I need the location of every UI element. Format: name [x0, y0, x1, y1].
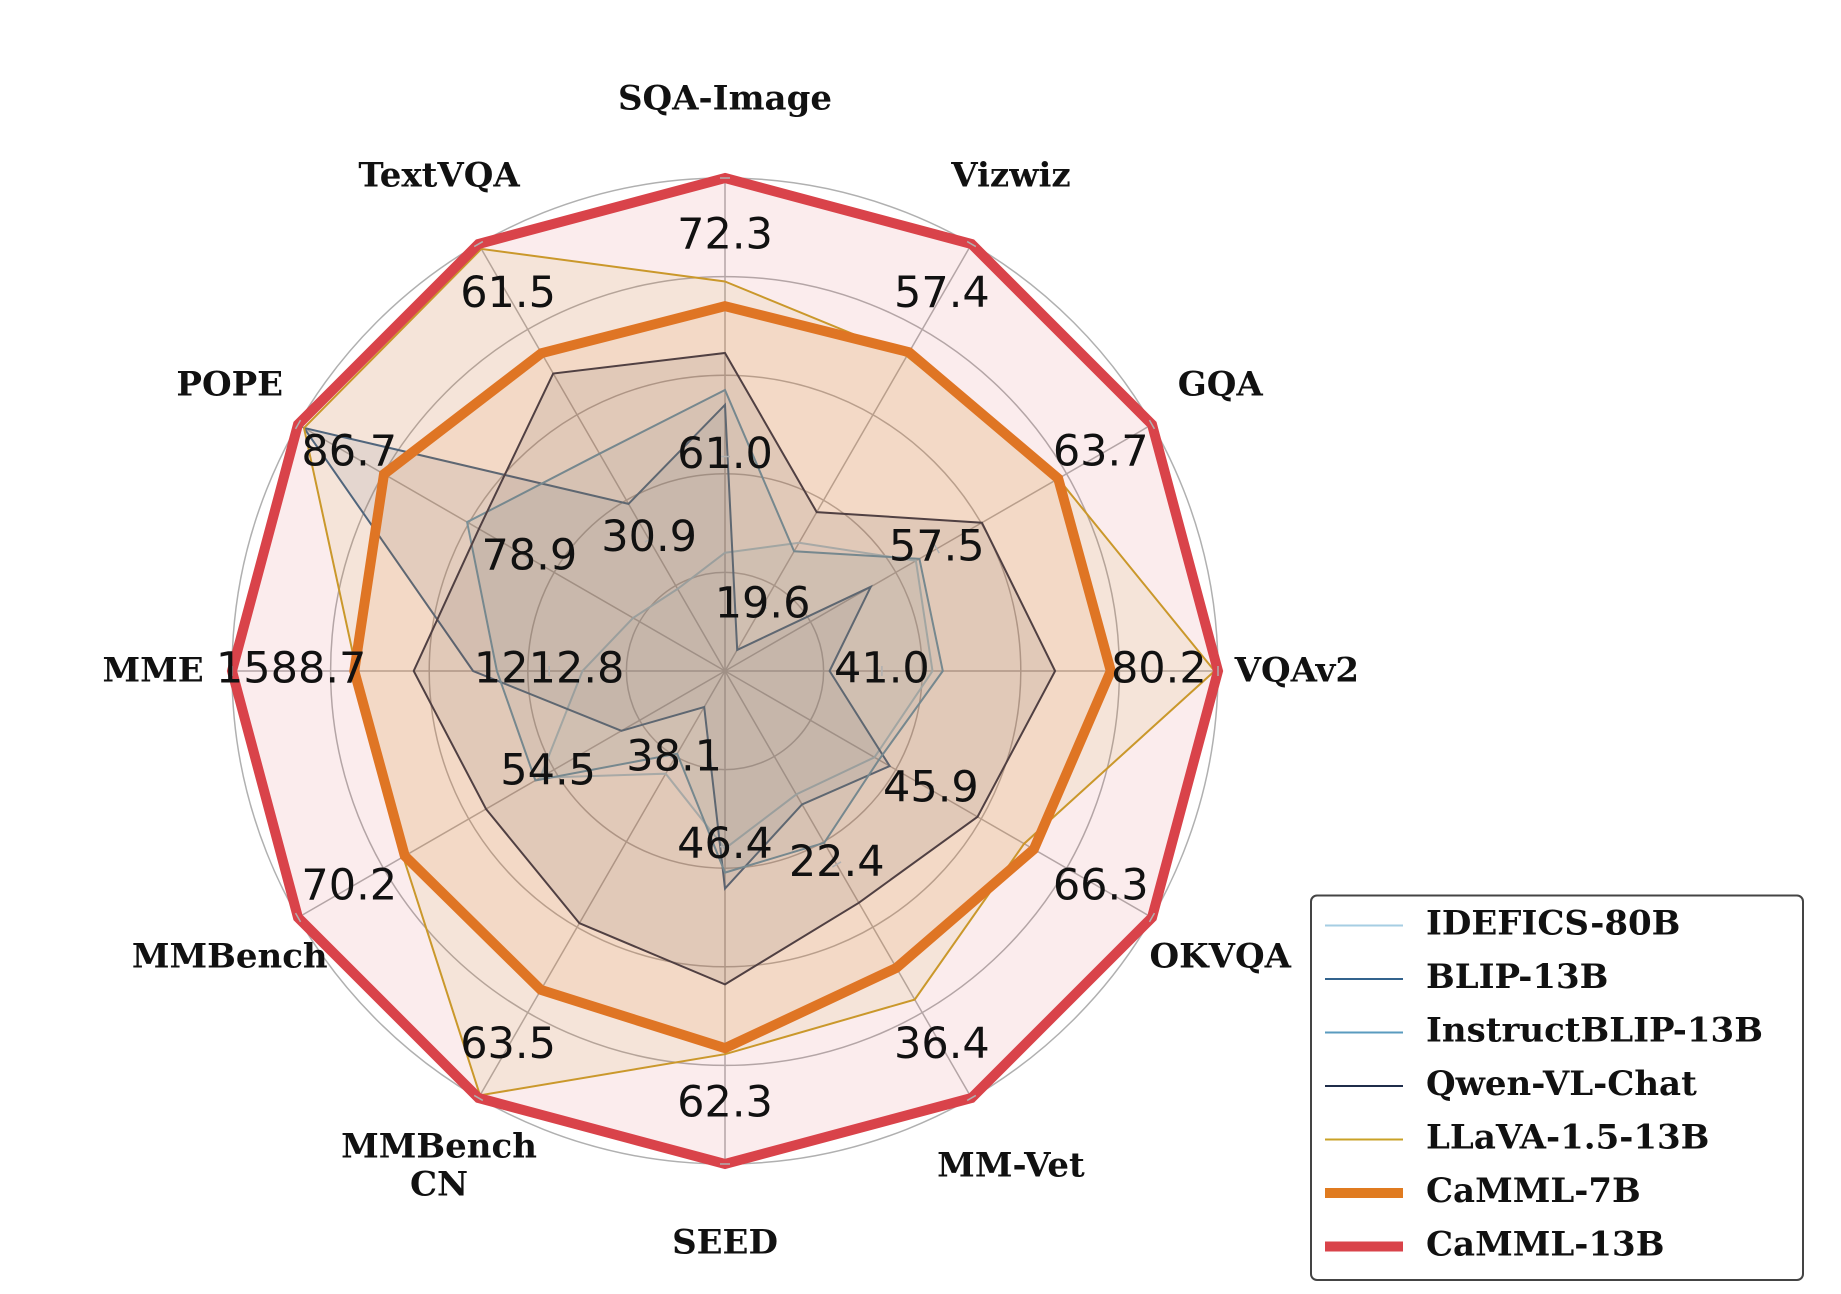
series-line	[412, 351, 1057, 986]
axis-tick	[526, 553, 533, 563]
legend-label: Qwen-VL-Chat	[1426, 1064, 1697, 1104]
axis-tick	[294, 912, 302, 923]
axis-tick-label: 30.9	[601, 512, 697, 562]
series-line	[538, 541, 934, 850]
axis-tick	[757, 602, 768, 610]
legend: IDEFICS-80B BLIP-13B InstructBLIP-13B Qwen-…	[1310, 894, 1804, 1281]
axis-tick-label: 80.2	[1111, 644, 1207, 694]
axis-label: MM-Vet	[937, 1145, 1085, 1186]
axis-spoke	[297, 423, 726, 672]
axis-tick	[927, 785, 935, 795]
axis-label: SQA-Image	[618, 78, 832, 119]
axis-tick-label: 22.4	[789, 837, 885, 887]
axis-tick	[473, 240, 484, 248]
axis-tick-label: 36.4	[894, 1019, 990, 1069]
axis-spoke	[724, 243, 973, 672]
axis-tick-label: 78.9	[481, 531, 577, 581]
axis-tick-label: 45.9	[883, 762, 979, 812]
axis-tick-label: 54.5	[500, 746, 596, 796]
axis-label: SEED	[672, 1222, 778, 1263]
axis-tick-label: 61.5	[460, 268, 556, 318]
axis-tick	[545, 768, 552, 778]
axis-label: MMBench	[131, 936, 328, 977]
axis-tick-label: 63.7	[1053, 427, 1149, 477]
axis-label: MMBench CN	[341, 1126, 537, 1205]
axis-tick-label: 70.2	[301, 860, 397, 910]
axis-tick	[831, 861, 842, 868]
series-line	[226, 172, 1224, 1170]
axis-tick	[933, 544, 940, 554]
axis-label: VQAv2	[1234, 650, 1360, 691]
axis-spoke	[724, 670, 973, 1099]
axis-tick-label: 63.5	[460, 1019, 556, 1069]
axis-tick-label: 62.3	[677, 1077, 773, 1127]
axis-tick-label: 1212.8	[474, 644, 624, 694]
axis-tick	[966, 240, 977, 248]
axis-label: Vizwiz	[951, 155, 1071, 196]
axis-tick-label: 41.0	[834, 644, 930, 694]
legend-label: InstructBLIP-13B	[1426, 1011, 1763, 1051]
axis-tick	[669, 755, 679, 763]
axis-label: OKVQA	[1149, 936, 1292, 977]
series-line	[465, 388, 944, 874]
axis-tick-label: 57.4	[894, 268, 990, 318]
axis-tick	[1148, 912, 1156, 923]
axis-spoke	[724, 670, 1153, 919]
axis-tick-label: 46.4	[677, 819, 773, 869]
axis-spoke	[477, 243, 726, 672]
legend-box	[1310, 894, 1804, 1281]
axis-tick	[644, 536, 654, 543]
axis-tick	[294, 419, 302, 430]
legend-label: LLaVA-1.5-13B	[1426, 1118, 1709, 1158]
axis-tick-label: 61.0	[677, 429, 773, 479]
axis-tick-label: 66.3	[1053, 860, 1149, 910]
axis-tick-label: 72.3	[677, 210, 773, 260]
axis-tick-label: 86.7	[301, 427, 397, 477]
legend-label: CaMML-7B	[1426, 1171, 1641, 1211]
axis-tick	[1148, 419, 1156, 430]
series-line	[349, 301, 1117, 1054]
axis-tick-label: 19.6	[715, 578, 811, 628]
legend-label: BLIP-13B	[1426, 957, 1608, 997]
axis-tick	[966, 1094, 977, 1102]
axis-label: MME	[102, 650, 204, 691]
axis-tick	[473, 1094, 484, 1102]
legend-label: CaMML-13B	[1426, 1225, 1664, 1265]
axis-spoke	[297, 670, 726, 919]
axis-tick-label: 1588.7	[216, 644, 366, 694]
legend-label: IDEFICS-80B	[1426, 904, 1680, 944]
axis-label: TextVQA	[358, 155, 520, 196]
axis-spoke	[724, 423, 1153, 672]
axis-spoke	[477, 670, 726, 1099]
axis-tick-label: 57.5	[889, 521, 985, 571]
axis-tick-label: 38.1	[626, 732, 722, 782]
axis-label: POPE	[176, 364, 284, 405]
axis-label: GQA	[1177, 364, 1263, 405]
